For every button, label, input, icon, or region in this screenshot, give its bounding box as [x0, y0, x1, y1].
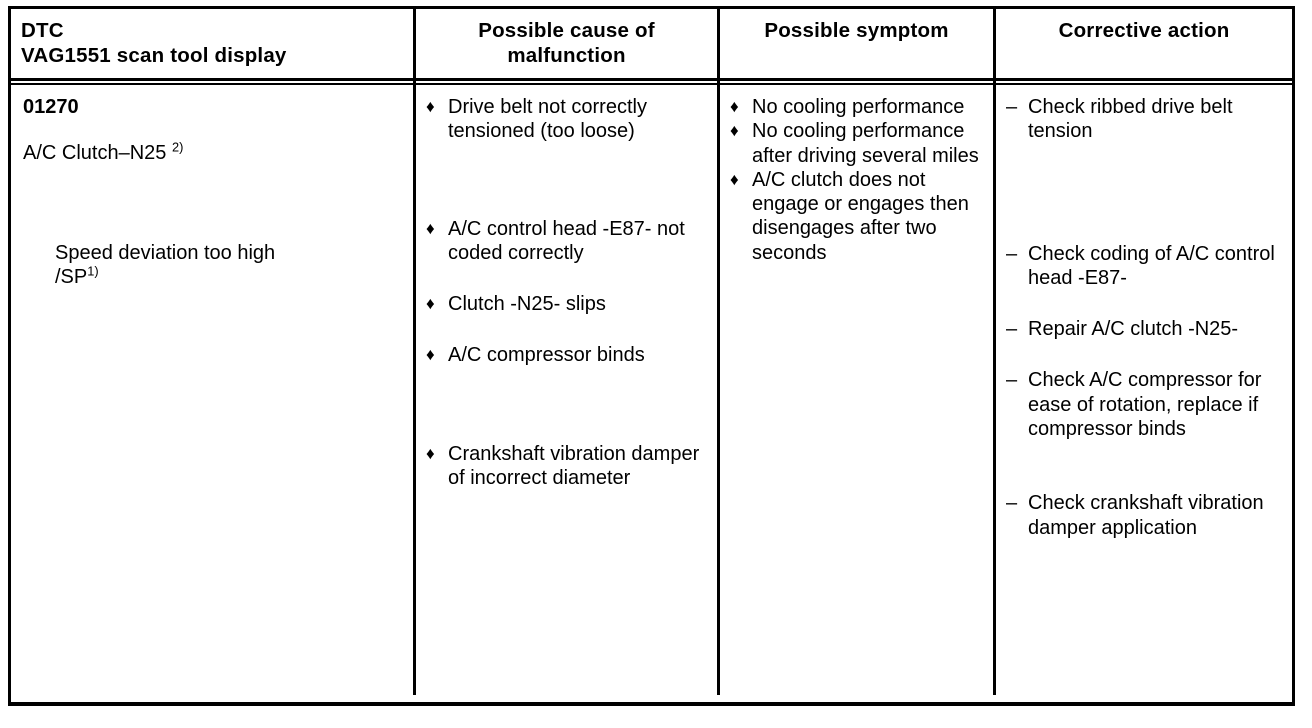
dtc-component-name: A/C Clutch–N25 2)	[23, 139, 405, 165]
dash-bullet-icon: –	[1006, 492, 1018, 515]
corrective-action-item-text: Check A/C compressor for ease of rotatio…	[1028, 369, 1262, 441]
corrective-action-item-text: Check coding of A/C control head -E87-	[1028, 242, 1275, 289]
possible-cause-item-text: A/C control head -E87- not coded correct…	[448, 217, 685, 264]
possible-cause-item-text: Drive belt not correctly tensioned (too …	[448, 96, 647, 143]
column-header-action: Corrective action	[996, 9, 1292, 81]
column-header-symptom: Possible symptom	[720, 9, 996, 81]
diamond-bullet-icon: ♦	[730, 97, 739, 116]
possible-symptom-item: ♦ A/C clutch does not engage or engages t…	[730, 168, 985, 265]
column-header-dtc-line1: DTC	[21, 19, 64, 42]
dtc-description-footnote-ref: 1)	[87, 263, 99, 279]
dash-bullet-icon: –	[1006, 369, 1018, 392]
corrective-action-list: – Check ribbed drive belt tension – Check c…	[1006, 95, 1284, 540]
table-body-row: 01270 A/C Clutch–N25 2) Speed deviation …	[11, 81, 1292, 695]
column-header-cause-line1: Possible cause of	[478, 19, 655, 42]
diamond-bullet-icon: ♦	[426, 345, 435, 365]
cell-possible-symptom: ♦ No cooling performance ♦ No cooling perfo…	[720, 81, 996, 695]
possible-symptom-list: ♦ No cooling performance ♦ No cooling perfo…	[730, 95, 985, 265]
dtc-code: 01270	[23, 96, 79, 118]
diamond-bullet-icon: ♦	[426, 294, 435, 314]
column-header-dtc-line2: VAG1551 scan tool display	[21, 44, 287, 67]
dtc-description: Speed deviation too high /SP1)	[55, 241, 405, 290]
corrective-action-item-text: Check crankshaft vibration damper applic…	[1028, 492, 1264, 539]
dtc-fault-table: DTC VAG1551 scan tool display Possible c…	[8, 6, 1295, 706]
dash-bullet-icon: –	[1006, 242, 1018, 265]
possible-cause-item-text: A/C compressor binds	[448, 344, 645, 367]
dtc-component-label: A/C Clutch–N25	[23, 142, 167, 164]
diamond-bullet-icon: ♦	[730, 121, 739, 141]
possible-cause-item: ♦ Crankshaft vibration damper of incorrec…	[426, 442, 709, 491]
diamond-bullet-icon: ♦	[426, 218, 435, 238]
column-header-action-line1: Corrective action	[1058, 19, 1230, 42]
possible-symptom-item-text: No cooling performance	[752, 96, 965, 118]
possible-cause-item: ♦ Clutch -N25- slips	[426, 292, 709, 316]
cell-corrective-action: – Check ribbed drive belt tension – Check c…	[996, 81, 1292, 695]
table-header-row: DTC VAG1551 scan tool display Possible c…	[8, 9, 1295, 85]
diamond-bullet-icon: ♦	[730, 169, 739, 189]
possible-cause-list: ♦ Drive belt not correctly tensioned (too…	[426, 95, 709, 490]
cell-possible-cause: ♦ Drive belt not correctly tensioned (too…	[416, 81, 720, 695]
column-header-symptom-line1: Possible symptom	[764, 19, 949, 42]
possible-symptom-item: ♦ No cooling performance	[730, 95, 985, 119]
dtc-component-footnote-ref: 2)	[171, 139, 184, 155]
corrective-action-item: – Check ribbed drive belt tension	[1006, 95, 1284, 144]
dash-bullet-icon: –	[1006, 318, 1018, 341]
corrective-action-item: – Repair A/C clutch -N25-	[1006, 317, 1284, 341]
corrective-action-item-text: Check ribbed drive belt tension	[1028, 96, 1233, 143]
possible-cause-item-text: Clutch -N25- slips	[448, 293, 606, 316]
dtc-description-line1: Speed deviation too high	[55, 242, 276, 264]
corrective-action-item: – Check A/C compressor for ease of rotati…	[1006, 368, 1284, 441]
corrective-action-item-text: Repair A/C clutch -N25-	[1028, 318, 1239, 341]
diamond-bullet-icon: ♦	[426, 443, 435, 463]
possible-cause-item-text: Crankshaft vibration damper of incorrect…	[448, 442, 700, 490]
column-header-dtc: DTC VAG1551 scan tool display	[11, 9, 416, 81]
corrective-action-item: – Check crankshaft vibration damper appli…	[1006, 491, 1284, 540]
possible-symptom-item-text: A/C clutch does not engage or engages th…	[752, 168, 969, 264]
column-header-cause-line2: malfunction	[507, 44, 626, 67]
corrective-action-item: – Check coding of A/C control head -E87-	[1006, 242, 1284, 291]
dash-bullet-icon: –	[1006, 96, 1018, 118]
cell-dtc: 01270 A/C Clutch–N25 2) Speed deviation …	[11, 81, 416, 695]
diamond-bullet-icon: ♦	[426, 97, 435, 116]
possible-cause-item: ♦ A/C control head -E87- not coded correc…	[426, 217, 709, 266]
column-header-cause: Possible cause of malfunction	[416, 9, 720, 81]
possible-symptom-item-text: No cooling performance after driving sev…	[752, 120, 979, 167]
dtc-description-code: /SP	[55, 266, 88, 289]
possible-cause-item: ♦ A/C compressor binds	[426, 343, 709, 367]
dtc-description-line2: /SP1)	[55, 265, 405, 289]
possible-symptom-item: ♦ No cooling performance after driving se…	[730, 119, 985, 168]
possible-cause-item: ♦ Drive belt not correctly tensioned (too…	[426, 95, 709, 144]
